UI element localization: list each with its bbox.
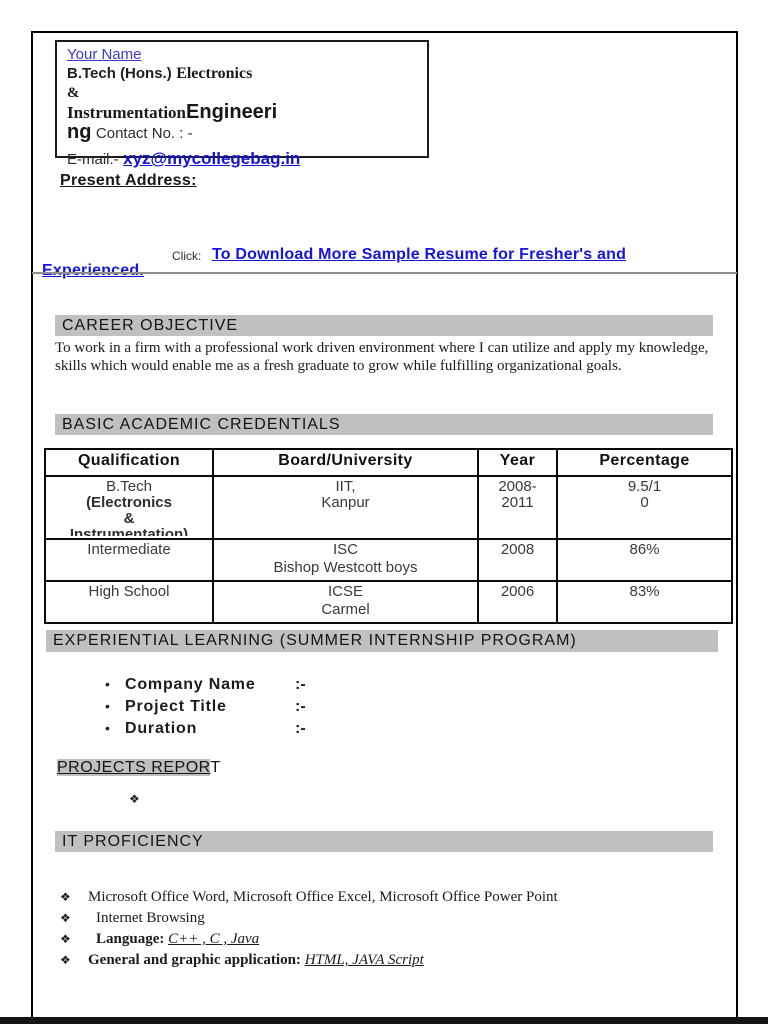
contact-number-label: Contact No. : -: [95, 125, 193, 142]
present-address-label: Present Address:: [60, 172, 197, 189]
table-row: High School ICSE Carmel 2006 83%: [44, 580, 733, 624]
divider-line: [32, 272, 737, 274]
diamond-bullet-icon: ❖: [60, 953, 71, 967]
col-header-board: Board/University: [212, 448, 479, 477]
list-item: ❖ General and graphic application: HTML, …: [60, 952, 424, 969]
email-link[interactable]: xyz@mycollegebag.in: [123, 149, 301, 168]
cell-line: Instrumentation): [69, 526, 189, 537]
branch-line: InstrumentationEngineeri: [67, 101, 427, 123]
cell-year: 2006: [477, 580, 558, 624]
ampersand-text: &: [67, 85, 80, 101]
cell-percentage: 83%: [556, 580, 733, 624]
internship-item-value: :-: [295, 676, 306, 693]
it-item-value: HTML, JAVA Script: [304, 952, 424, 968]
degree-sans-text: B.Tech (Hons.): [67, 65, 172, 82]
click-label: Click:: [172, 249, 202, 263]
email-label: E-mail:-: [67, 151, 119, 168]
it-proficiency-heading: IT PROFICIENCY: [55, 831, 713, 852]
credentials-heading: BASIC ACADEMIC CREDENTIALS: [55, 414, 713, 435]
list-item: ❖ Internet Browsing: [60, 910, 205, 927]
it-item-text: Internet Browsing: [96, 910, 205, 926]
cell-line: 9.5/1: [627, 478, 662, 495]
ampersand-line: &: [67, 83, 427, 103]
degree-serif-text: Electronics: [176, 65, 253, 82]
cell-year: 2008: [477, 538, 558, 582]
branch-serif-text: Instrumentation: [67, 103, 187, 122]
bullet-icon: •: [105, 698, 110, 714]
diamond-bullet-icon: ❖: [60, 911, 71, 925]
cell-board: ICSE Carmel: [212, 580, 479, 624]
cell-line: (Electronics: [86, 494, 172, 511]
cell-line: &: [123, 510, 135, 527]
list-item: ❖ Language: C++ , C , Java: [60, 931, 259, 948]
cell-qualification: B.Tech (Electronics & Instrumentation): [44, 475, 214, 540]
list-item: ❖ Microsoft Office Word, Microsoft Office…: [60, 889, 558, 906]
cell-qualification: High School: [44, 580, 214, 624]
career-objective-text: To work in a firm with a professional wo…: [55, 340, 709, 374]
projects-report-heading: PROJECTS REPORT: [57, 759, 221, 777]
internship-item-value: :-: [295, 698, 306, 715]
cell-line: 0: [640, 494, 649, 511]
it-item-value: C++ , C , Java: [168, 931, 260, 947]
download-resume-link-line1[interactable]: To Download More Sample Resume for Fresh…: [212, 246, 627, 263]
projects-report-rest-text: T: [210, 759, 221, 776]
internship-item-label: Company Name: [125, 676, 256, 693]
list-item: • Company Name :-: [105, 676, 306, 694]
table-row: B.Tech (Electronics & Instrumentation) I…: [44, 475, 733, 540]
diamond-bullet-icon: ❖: [60, 932, 71, 946]
list-item: • Project Title :-: [105, 698, 306, 716]
engineering-part1-text: Engineeri: [186, 101, 278, 123]
credentials-table: Qualification Board/University Year Perc…: [44, 448, 733, 624]
col-header-qualification: Qualification: [44, 448, 214, 477]
internship-item-value: :-: [295, 720, 306, 737]
cell-percentage: 9.5/1 0: [556, 475, 733, 540]
internship-item-label: Duration: [125, 720, 198, 737]
bullet-icon: •: [105, 720, 110, 736]
cell-board: IIT, Kanpur: [212, 475, 479, 540]
bullet-icon: •: [105, 676, 110, 692]
cell-line: 2008-: [498, 478, 537, 495]
diamond-bullet-icon: ❖: [60, 890, 71, 904]
your-name-link[interactable]: Your Name: [67, 46, 142, 63]
cell-percentage: 86%: [556, 538, 733, 582]
engineering-part2-text: ng: [67, 121, 92, 143]
experiential-heading: EXPERIENTIAL LEARNING (SUMMER INTERNSHIP…: [46, 630, 718, 652]
contact-line: ng Contact No. : -: [67, 121, 427, 143]
cell-line: 86%: [629, 541, 660, 558]
contact-header-box: Your Name B.Tech (Hons.) Electronics & I…: [55, 40, 429, 168]
cell-line: ISC: [332, 541, 358, 558]
cell-line: 2008: [500, 541, 535, 558]
download-resume-link-line2[interactable]: Experienced.: [42, 262, 145, 279]
cell-qualification: Intermediate: [44, 538, 214, 582]
cell-line: Carmel: [321, 601, 370, 618]
it-item-label: Language:: [96, 931, 165, 947]
cell-line: High School: [88, 583, 170, 600]
col-header-year: Year: [477, 448, 558, 477]
internship-item-label: Project Title: [125, 698, 227, 715]
email-line: E-mail:- xyz@mycollegebag.in: [67, 148, 427, 171]
cell-line: ICSE: [327, 583, 363, 600]
cell-line: 83%: [629, 583, 660, 600]
cell-line: Bishop Westcott boys: [273, 559, 418, 576]
cell-line: 2006: [500, 583, 535, 600]
cell-line: Intermediate: [87, 541, 171, 558]
cell-line: B.Tech: [106, 479, 152, 495]
it-item-text: Microsoft Office Word, Microsoft Office …: [88, 889, 558, 905]
degree-line: B.Tech (Hons.) Electronics: [67, 64, 427, 83]
cell-year: 2008- 2011: [477, 475, 558, 540]
cell-line: IIT,: [335, 478, 356, 495]
diamond-bullet-icon: ❖: [129, 792, 140, 806]
it-item-label: General and graphic application:: [88, 952, 301, 968]
projects-report-highlighted-text: PROJECTS REPOR: [57, 759, 211, 776]
career-objective-heading: CAREER OBJECTIVE: [55, 315, 713, 336]
table-row: Intermediate ISC Bishop Westcott boys 20…: [44, 538, 733, 582]
table-header-row: Qualification Board/University Year Perc…: [44, 448, 733, 477]
col-header-percentage: Percentage: [556, 448, 733, 477]
cell-board: ISC Bishop Westcott boys: [212, 538, 479, 582]
bottom-edge-bar: [0, 1017, 768, 1024]
cell-line: 2011: [501, 494, 534, 511]
cell-line: Kanpur: [321, 494, 370, 511]
list-item: • Duration :-: [105, 720, 306, 738]
